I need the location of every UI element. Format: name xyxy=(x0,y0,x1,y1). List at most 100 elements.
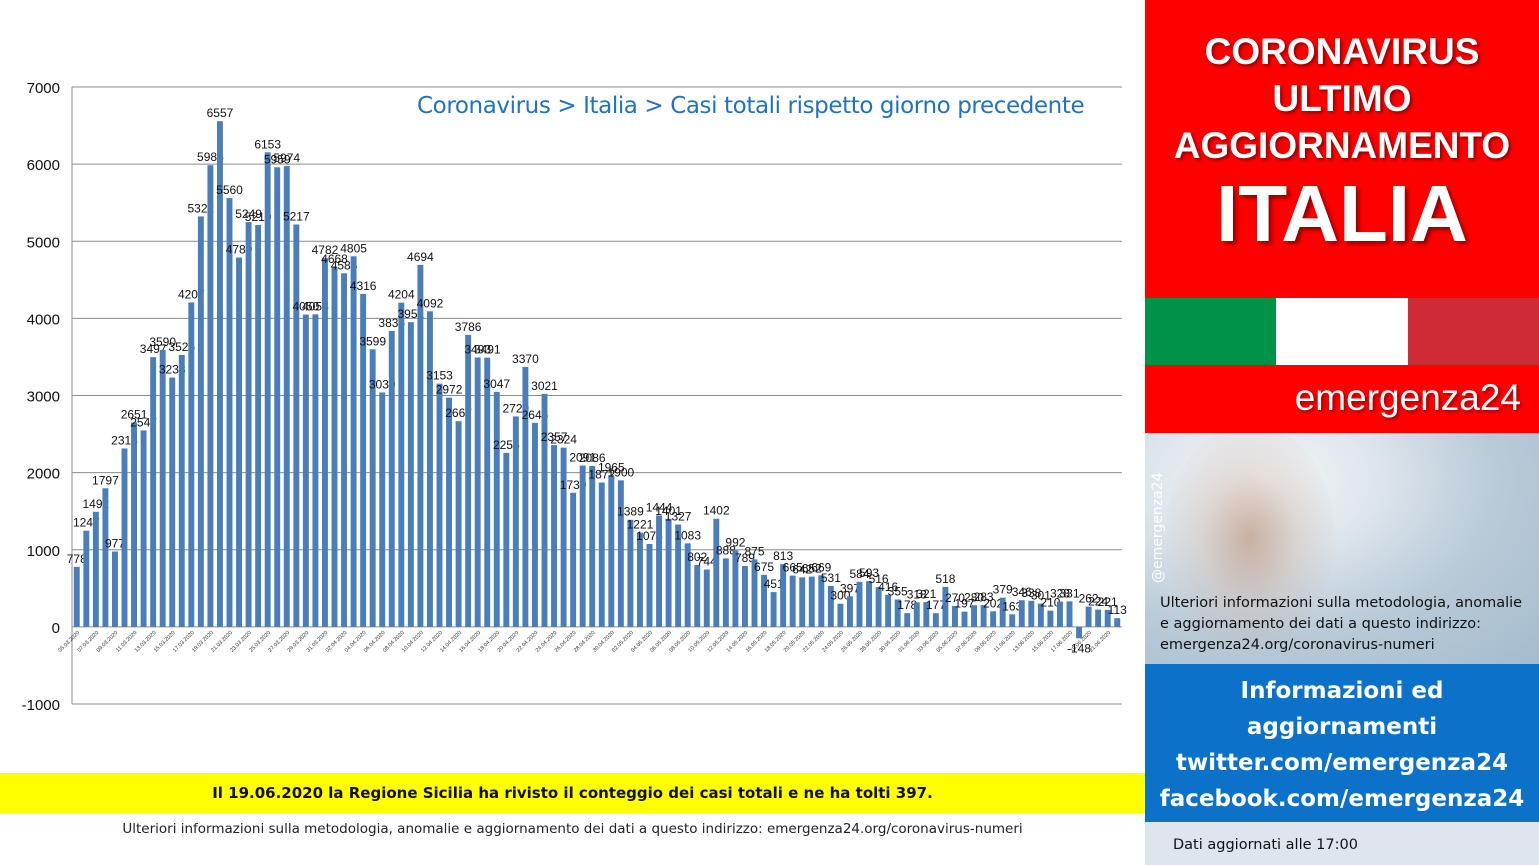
data-label: 3786 xyxy=(455,320,482,334)
updated-box: Dati aggiornati alle 17:00 xyxy=(1145,822,1539,865)
data-label: 280 xyxy=(964,590,984,604)
data-label: 3370 xyxy=(512,352,539,366)
bar xyxy=(1085,606,1092,627)
data-label: 584 xyxy=(849,567,869,581)
data-label: 338 xyxy=(1021,586,1041,600)
social-links-box: Informazioni ed aggiornamenti twitter.co… xyxy=(1145,664,1539,822)
data-label: 210 xyxy=(1040,596,1060,610)
bar xyxy=(73,566,80,627)
bar xyxy=(293,224,300,627)
data-label: 4092 xyxy=(417,296,444,310)
facebook-link[interactable]: facebook.com/emergenza24 xyxy=(1159,786,1525,812)
data-label: 202 xyxy=(983,596,1003,610)
data-label: 4782 xyxy=(312,243,339,257)
bar xyxy=(780,564,787,627)
bar xyxy=(531,422,538,627)
brand-bar: emergenza24 xyxy=(1145,365,1539,433)
y-tick-label: 0 xyxy=(52,620,60,637)
y-tick-label: 7000 xyxy=(27,80,60,97)
data-label: 346 xyxy=(1012,585,1032,599)
data-label: 3021 xyxy=(531,379,558,393)
sicilia-note-bar: Il 19.06.2020 la Regione Sicilia ha rivi… xyxy=(0,773,1145,813)
data-label: 4050 xyxy=(293,300,320,314)
data-label: 5974 xyxy=(273,151,300,165)
y-tick-label: 5000 xyxy=(27,234,60,251)
flag-red-band xyxy=(1407,298,1539,365)
data-label: 177 xyxy=(926,598,946,612)
methodology-info-text: Ulteriori informazioni sulla metodologia… xyxy=(1160,595,1523,653)
bar xyxy=(121,448,128,627)
bar xyxy=(598,482,605,627)
bar xyxy=(321,258,328,627)
data-label: 2324 xyxy=(550,433,577,447)
data-label: 379 xyxy=(993,583,1013,597)
data-label: 113 xyxy=(1108,603,1127,617)
data-label: 5249 xyxy=(235,207,262,221)
bar xyxy=(484,357,491,627)
bar xyxy=(999,597,1006,627)
data-label: 4694 xyxy=(407,250,434,264)
bar xyxy=(942,586,949,627)
data-label: 1444 xyxy=(646,501,673,515)
bar xyxy=(617,480,624,627)
data-label: 3047 xyxy=(483,377,510,391)
twitter-link[interactable]: twitter.com/emergenza24 xyxy=(1175,750,1509,776)
bar xyxy=(789,575,796,627)
data-label: 665 xyxy=(783,561,803,575)
data-label: 197 xyxy=(954,597,974,611)
bar xyxy=(665,518,672,627)
bar xyxy=(197,216,204,627)
data-label: 642 xyxy=(792,562,812,576)
bar xyxy=(684,543,691,627)
bar xyxy=(83,530,90,627)
data-label: 888 xyxy=(716,543,736,557)
data-label: 669 xyxy=(811,560,831,574)
bar xyxy=(875,587,882,627)
bar xyxy=(732,550,739,627)
bar xyxy=(159,349,166,627)
bar xyxy=(703,569,710,627)
data-label: 652 xyxy=(802,562,822,576)
data-label: 1965 xyxy=(598,460,625,474)
bar xyxy=(961,611,968,627)
bar xyxy=(369,349,376,627)
header-line-ultimo: ULTIMO xyxy=(1272,78,1412,119)
bar xyxy=(169,377,176,627)
data-label: 3153 xyxy=(426,369,453,383)
bar xyxy=(885,594,892,627)
data-label: 3590 xyxy=(149,335,176,349)
chart-area: -1000 0 1000 2000 3000 4000 5000 6000 7000 778 124… xyxy=(22,80,1127,714)
bar xyxy=(207,165,214,627)
bar xyxy=(1076,626,1083,639)
data-label: 4668 xyxy=(321,252,348,266)
data-label: 355 xyxy=(888,584,908,598)
chart-title: Coronavirus > Italia > Casi totali rispe… xyxy=(417,93,1085,119)
data-label: 744 xyxy=(697,554,717,568)
bar xyxy=(216,121,223,627)
data-label: 321 xyxy=(916,587,936,601)
bar xyxy=(894,599,901,627)
bar xyxy=(255,225,262,627)
bar xyxy=(1018,600,1025,627)
bar xyxy=(675,524,682,627)
bar-chart: -100001000200030004000500060007000778124… xyxy=(22,80,1127,714)
bar xyxy=(990,611,997,627)
bar xyxy=(245,222,252,627)
data-label: 3491 xyxy=(474,343,501,357)
bar xyxy=(417,264,424,627)
bar xyxy=(656,515,663,627)
data-label: 6557 xyxy=(207,106,234,120)
bar xyxy=(341,273,348,627)
footer-info-text: Ulteriori informazioni sulla metodologia… xyxy=(122,821,1023,837)
bar xyxy=(264,152,271,627)
flag-white-band xyxy=(1276,298,1408,365)
bar xyxy=(722,558,729,627)
bar xyxy=(407,322,414,627)
flag-green-band xyxy=(1145,298,1277,365)
bar xyxy=(1104,609,1111,627)
bar xyxy=(379,392,386,627)
social-handle: @emergenza24 xyxy=(1150,472,1166,584)
bar xyxy=(741,566,748,627)
bar xyxy=(302,314,309,627)
